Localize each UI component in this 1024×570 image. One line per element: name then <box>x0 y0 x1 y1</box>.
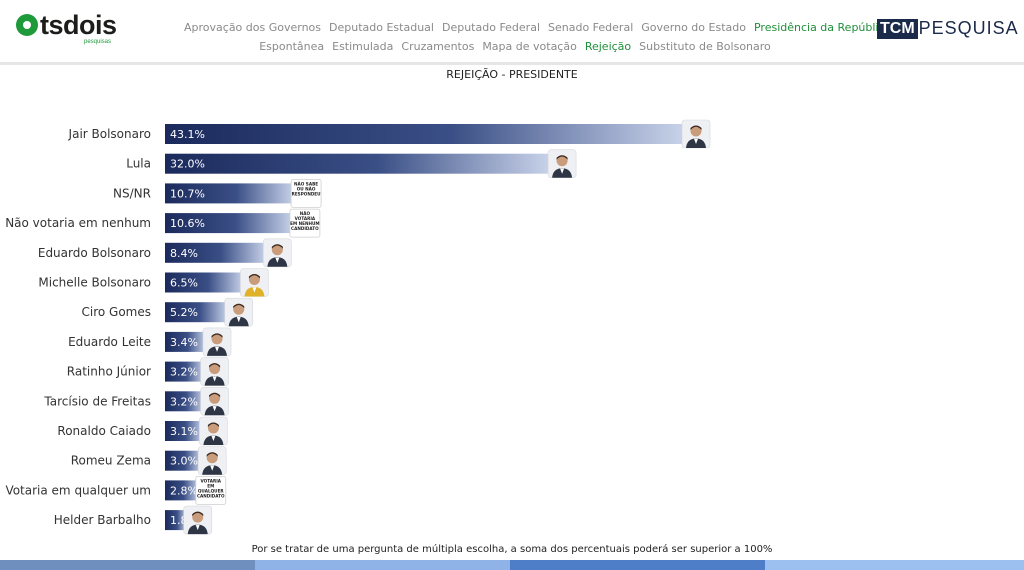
bar <box>165 213 293 234</box>
category-label: Eduardo Bolsonaro <box>38 246 151 260</box>
value-label: 3.2% <box>170 395 198 408</box>
candidate-photo-icon <box>200 386 229 416</box>
category-label: NS/NR <box>113 186 151 200</box>
nav-item-senado-federal[interactable]: Senado Federal <box>548 21 634 34</box>
nav-item-estimulada[interactable]: Estimulada <box>332 40 394 53</box>
nav-item-deputado-federal[interactable]: Deputado Federal <box>441 21 541 34</box>
value-label: 10.6% <box>170 217 205 230</box>
badge-text: NÃO VOTARIA EM NENHUM CANDIDATO <box>290 211 319 231</box>
nav-item-presidência-da-república[interactable]: Presidência da República <box>753 21 892 34</box>
value-label: 2.8% <box>170 484 198 497</box>
value-label: 32.0% <box>170 158 205 171</box>
value-label: 3.4% <box>170 336 198 349</box>
logo-circle-icon <box>16 14 38 36</box>
badge-box <box>195 475 227 505</box>
bar <box>165 272 244 293</box>
candidate-photo-icon <box>200 357 229 386</box>
badge-box <box>289 208 321 238</box>
nav-item-deputado-estadual[interactable]: Deputado Estadual <box>329 21 434 34</box>
nav-row-2: Espontânea Estimulada Cruzamentos Mapa de v… <box>180 35 850 54</box>
bar <box>165 124 685 144</box>
bar <box>165 361 204 382</box>
category-label: Ciro Gomes <box>81 305 151 319</box>
nav-item-rejeição[interactable]: Rejeição <box>584 40 632 53</box>
candidate-photo-icon <box>199 416 228 446</box>
bar <box>165 153 552 174</box>
category-label: Ronaldo Caiado <box>57 424 151 438</box>
logo-subtitle: pesquisas <box>84 39 112 45</box>
bar <box>165 183 295 204</box>
candidate-photo-icon <box>202 327 232 357</box>
bar <box>165 510 187 531</box>
category-label: Lula <box>126 157 151 171</box>
chart-title: REJEIÇÃO - PRESIDENTE <box>446 68 578 81</box>
nav-row-1: Aprovação dos Governos Deputado Estadual D… <box>180 16 891 35</box>
tcm-pesquisa-logo: TCM PESQUISA <box>877 18 1019 40</box>
brand-rest-text: PESQUISA <box>918 18 1019 38</box>
category-label: Helder Barbalho <box>54 513 151 527</box>
main-nav: Aprovação dos Governos Deputado Estadual D… <box>180 16 891 54</box>
value-label: 6.5% <box>170 277 198 290</box>
bar <box>165 480 199 501</box>
candidate-photo-icon <box>240 268 269 297</box>
nav-item-espontânea[interactable]: Espontânea <box>259 40 325 53</box>
bar <box>165 450 202 471</box>
category-label: Tarcísio de Freitas <box>43 394 151 408</box>
nav-item-substituto-de-bolsonaro[interactable]: Substituto de Bolsonaro <box>639 40 771 53</box>
bottom-stripes <box>0 560 1024 570</box>
footnote: Por se tratar de uma pergunta de múltipl… <box>251 544 773 555</box>
site-header: tsdois pesquisas Aprovação dos Governos D… <box>0 0 1024 65</box>
logo-text: tsdois <box>40 10 117 40</box>
candidate-photo-icon <box>681 119 711 149</box>
badge-box <box>290 178 322 208</box>
category-label: Votaria em qualquer um <box>5 483 151 497</box>
category-label: Jair Bolsonaro <box>68 127 151 141</box>
category-label: Ratinho Júnior <box>67 365 151 379</box>
bar <box>165 302 228 323</box>
nav-item-governo-do-estado[interactable]: Governo do Estado <box>641 21 746 34</box>
nav-item-aprovação-dos-governos[interactable]: Aprovação dos Governos <box>184 21 322 34</box>
brand-box-text: TCM <box>877 18 918 39</box>
badge-text: NÃO SABE OU NÃO RESPONDEU <box>292 181 322 196</box>
value-label: 43.1% <box>170 128 205 141</box>
bar <box>165 242 267 263</box>
bar <box>165 421 203 441</box>
value-label: 1.8 <box>170 514 188 527</box>
candidate-photo-icon <box>224 297 254 327</box>
value-label: 3.0% <box>170 455 198 468</box>
candidate-photo-icon <box>263 238 292 268</box>
bar <box>165 331 207 352</box>
nav-item-mapa-de-votação[interactable]: Mapa de votação <box>482 40 577 53</box>
badge-text: VOTARIA EM QUALQUER CANDIDATO <box>197 478 225 498</box>
category-label: Michelle Bolsonaro <box>38 276 151 290</box>
value-label: 3.2% <box>170 366 198 379</box>
category-label: Não votaria em nenhum <box>5 216 151 230</box>
value-label: 3.1% <box>170 425 198 438</box>
candidate-photo-icon <box>197 446 227 476</box>
value-label: 5.2% <box>170 306 198 319</box>
category-label: Romeu Zema <box>71 454 151 468</box>
candidate-photo-icon <box>183 505 213 535</box>
candidate-photo-icon <box>547 149 577 178</box>
category-label: Eduardo Leite <box>68 335 151 349</box>
bar <box>165 391 204 412</box>
value-label: 8.4% <box>170 247 198 260</box>
value-label: 10.7% <box>170 187 205 200</box>
nav-item-cruzamentos[interactable]: Cruzamentos <box>401 40 475 53</box>
